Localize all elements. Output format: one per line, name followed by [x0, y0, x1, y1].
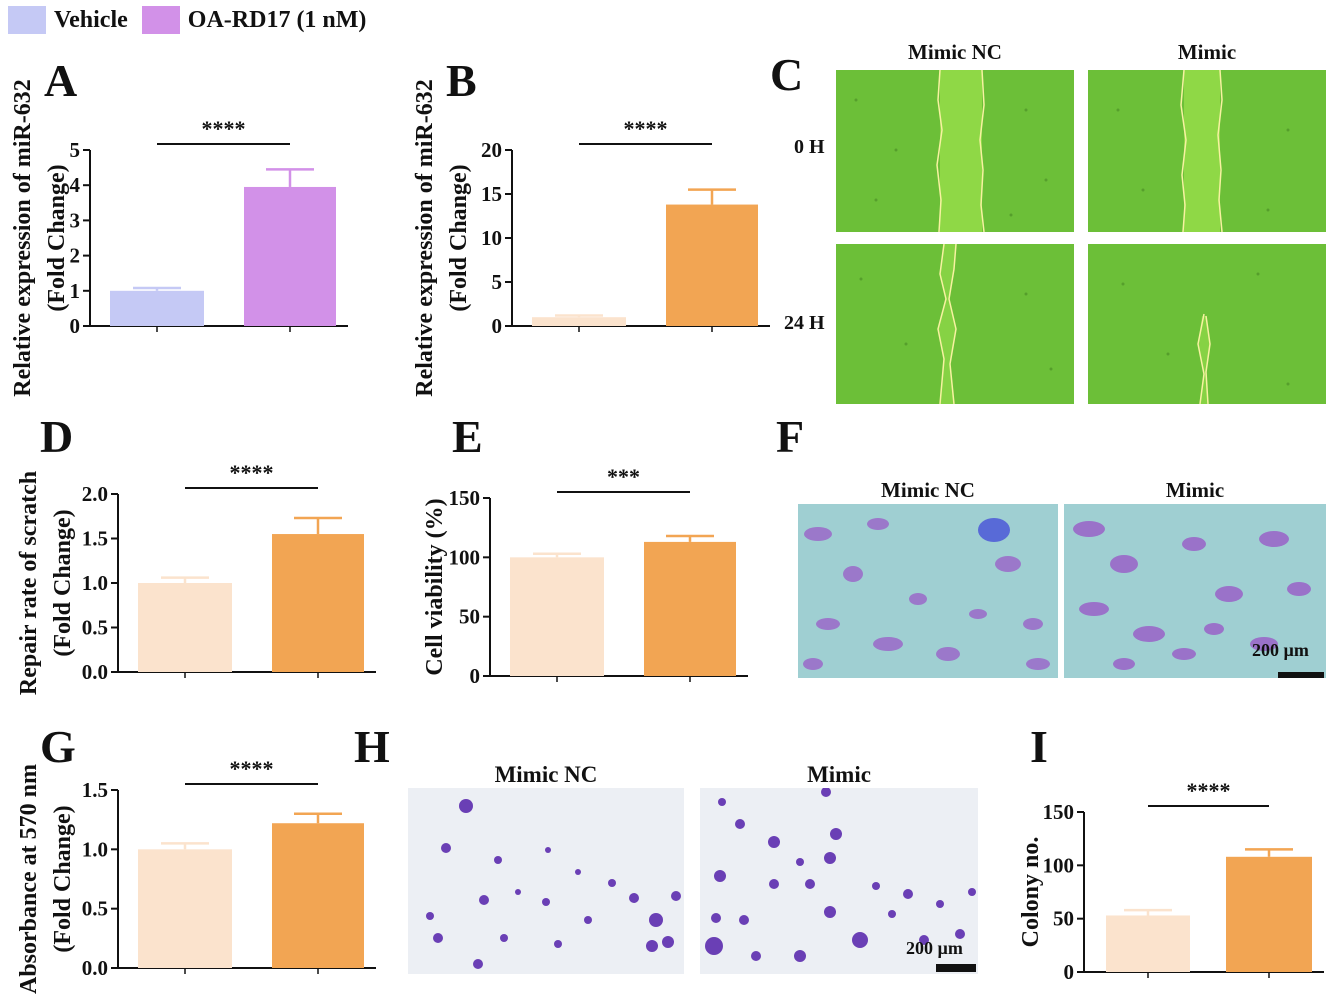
panel-c-title-mimic: Mimic: [1177, 40, 1237, 64]
chart-e-ytick-label: 150: [449, 486, 481, 510]
chart-b-ytick-label: 20: [481, 138, 502, 162]
chart-e-ylabel: Cell viability (%): [422, 498, 448, 675]
chart-d-ylabel: Repair rate of scratch: [16, 471, 42, 695]
scratch-image-mimic-24h: [1088, 244, 1326, 404]
panel-letter-e: E: [452, 411, 483, 462]
panel-c-row-label-0h: 0 H: [794, 136, 825, 158]
chart-d-bar: [138, 583, 232, 672]
chart-a-ylabel: Relative expression of miR-632: [10, 79, 36, 397]
panel-letter-h: H: [354, 721, 390, 772]
chart-i-ytick-label: 100: [1043, 853, 1075, 877]
chart-a-bar: [110, 290, 204, 326]
chart-d-ytick-label: 1.0: [82, 571, 108, 595]
panel-f-title-mimic: Mimic: [1165, 478, 1225, 502]
scratch-image-mimic-nc-0h-svg: [836, 70, 1074, 232]
chart-g-ylabel: (Fold Change): [50, 805, 76, 952]
chart-g-ytick-label: 1.0: [82, 837, 108, 861]
chart-d-ytick-label: 2.0: [82, 482, 108, 506]
chart-b-ylabel: Relative expression of miR-632: [412, 79, 438, 397]
chart-b-bar: [532, 317, 626, 326]
panel-h-scale-bar-label: 200 µm: [906, 938, 963, 958]
chart-b-ytick-label: 5: [492, 270, 503, 294]
legend-label-oa-rd17: OA-RD17 (1 nM): [187, 6, 367, 33]
scratch-image-mimic-0h: [1088, 70, 1326, 232]
chart-g-bar: [272, 823, 364, 968]
chart-g-ytick-label: 0.5: [82, 897, 108, 921]
chart-a-ytick-label: 4: [70, 173, 81, 197]
chart-d-bar: [272, 534, 364, 672]
chart-g-significance-label: ****: [230, 756, 274, 781]
panel-f-scale-bar-label: 200 µm: [1252, 640, 1309, 660]
panel-letter-a: A: [44, 55, 78, 106]
chart-i-significance-label: ****: [1187, 778, 1231, 803]
transwell-image-mimic-nc: [798, 504, 1058, 678]
legend-swatch-vehicle: [8, 6, 46, 34]
colony-image-mimic-svg: [700, 788, 978, 974]
chart-g-ytick-label: 0.0: [82, 956, 108, 980]
chart-b-ylabel: (Fold Change): [446, 164, 472, 311]
scratch-image-mimic-nc-24h-svg: [836, 244, 1074, 404]
chart-e-bar: [510, 557, 604, 676]
legend: Vehicle OA-RD17 (1 nM): [8, 6, 380, 34]
colony-image-mimic: [700, 788, 978, 974]
chart-g-ylabel: Absorbance at 570 nm: [16, 764, 42, 994]
chart-i-bar: [1226, 856, 1312, 972]
chart-d-ytick-label: 0.0: [82, 660, 108, 684]
chart-i-ytick-label: 0: [1064, 960, 1075, 984]
transwell-image-mimic: [1064, 504, 1326, 678]
colony-image-mimic-nc: [408, 788, 684, 974]
panel-letter-d: D: [40, 411, 74, 462]
legend-item-oa-rd17: OA-RD17 (1 nM): [141, 6, 367, 34]
transwell-image-mimic-svg: [1064, 504, 1326, 678]
chart-d-significance-label: ****: [230, 460, 274, 485]
chart-b-ytick-label: 10: [481, 226, 502, 250]
chart-b-ytick-label: 0: [492, 314, 503, 338]
chart-a-ytick-label: 0: [70, 314, 81, 338]
scratch-image-mimic-0h-svg: [1088, 70, 1326, 232]
chart-g-bar: [138, 849, 232, 968]
chart-e-bar: [644, 541, 736, 676]
chart-g-ytick-label: 1.5: [82, 778, 108, 802]
chart-d-ylabel: (Fold Change): [50, 509, 76, 656]
chart-i-ytick-label: 150: [1043, 800, 1075, 824]
chart-i-bar: [1106, 915, 1190, 972]
panel-h-title-mimic: Mimic: [807, 762, 871, 787]
chart-i-ytick-label: 50: [1053, 907, 1074, 931]
panel-letter-f: F: [776, 411, 805, 462]
chart-b-bar: [666, 204, 758, 326]
legend-item-vehicle: Vehicle: [8, 6, 128, 34]
chart-i-ylabel: Colony no.: [1018, 837, 1044, 948]
chart-b-ytick-label: 15: [481, 182, 502, 206]
chart-a-ytick-label: 5: [70, 138, 81, 162]
panel-h-title-mimic-nc: Mimic NC: [494, 762, 598, 787]
scratch-image-mimic-nc-24h: [836, 244, 1074, 404]
legend-swatch-oa-rd17: [141, 6, 180, 34]
chart-e-significance-label: ***: [607, 464, 640, 489]
chart-e-ytick-label: 50: [459, 605, 480, 629]
chart-a-ytick-label: 1: [70, 279, 81, 303]
chart-d-ytick-label: 1.5: [82, 527, 108, 551]
chart-d-ytick-label: 0.5: [82, 616, 108, 640]
colony-image-mimic-nc-svg: [408, 788, 684, 974]
transwell-image-mimic-nc-svg: [798, 504, 1058, 678]
chart-a-significance-label: ****: [202, 116, 246, 141]
scratch-image-mimic-24h-svg: [1088, 244, 1326, 404]
chart-a-ytick-label: 2: [70, 244, 81, 268]
chart-e-ytick-label: 0: [470, 664, 481, 688]
chart-e-ytick-label: 100: [449, 545, 481, 569]
panel-c-row-label-24h: 24 H: [784, 312, 825, 334]
chart-a-ylabel: (Fold Change): [44, 164, 70, 311]
panel-letter-c: C: [770, 49, 804, 100]
scratch-image-mimic-nc-0h: [836, 70, 1074, 232]
panel-f-title-mimic-nc: Mimic NC: [881, 478, 975, 502]
panel-letter-g: G: [40, 721, 76, 772]
panel-c-title-mimic-nc: Mimic NC: [908, 40, 1002, 64]
panel-letter-i: I: [1030, 721, 1048, 772]
panel-letter-b: B: [446, 55, 477, 106]
chart-b-significance-label: ****: [624, 116, 668, 141]
chart-a-bar: [244, 186, 336, 326]
chart-a-ytick-label: 3: [70, 208, 81, 232]
legend-label-vehicle: Vehicle: [54, 6, 128, 33]
